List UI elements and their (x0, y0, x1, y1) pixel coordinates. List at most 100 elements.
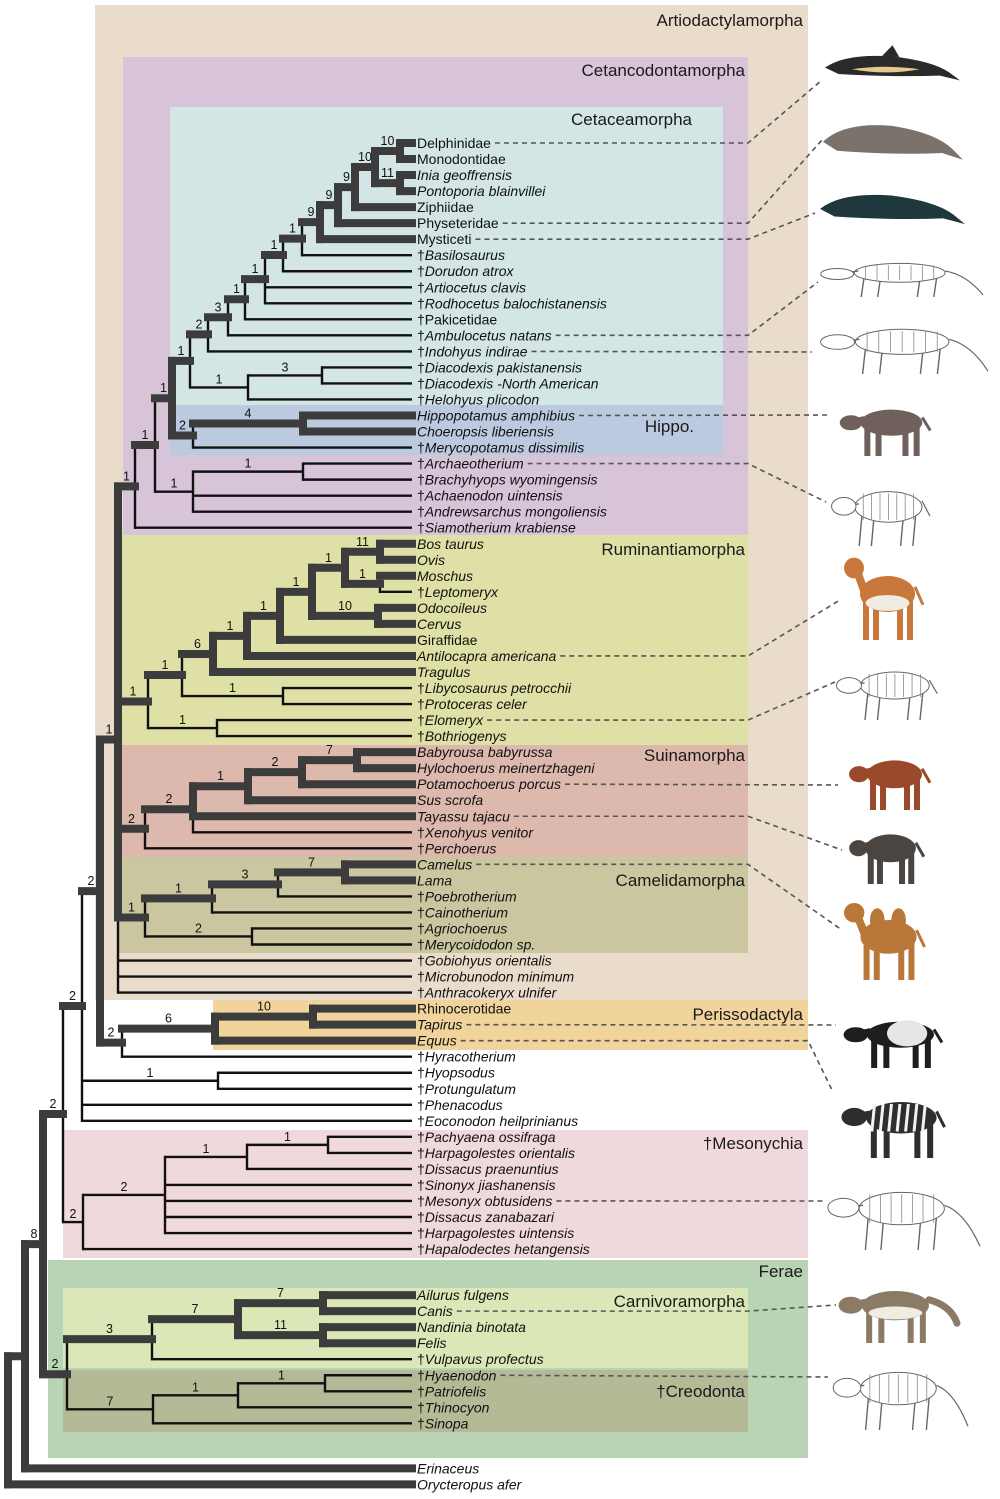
support-value: 1 (179, 713, 186, 727)
taxon-label-rhinocerotidae: Rhinocerotidae (417, 1001, 511, 1017)
support-value: 1 (359, 567, 366, 581)
support-value: 10 (381, 134, 395, 148)
support-value: 7 (192, 1302, 199, 1316)
support-value: 7 (107, 1394, 114, 1408)
taxon-label-basilosaurus: †Basilosaurus (417, 247, 505, 263)
taxon-label-camelus: Camelus (417, 856, 472, 872)
taxon-label-physeteridae: Physeteridae (417, 215, 499, 231)
support-value: 1 (203, 1142, 210, 1156)
clade-label-ruminantiamorpha: Ruminantiamorpha (601, 540, 745, 559)
taxon-label-nandinia-binotata: Nandinia binotata (417, 1319, 526, 1335)
clade-label-hippo: Hippo. (645, 417, 694, 436)
support-values: 8222111112311119991010111324111161111111… (31, 134, 395, 1408)
clade-box-mesonychia (63, 1130, 808, 1258)
clade-label-mesonychia: †Mesonychia (703, 1134, 804, 1153)
taxon-label-indohyus-indirae: †Indohyus indirae (417, 343, 528, 359)
taxon-label-odocoileus: Odocoileus (417, 600, 487, 616)
support-value: 2 (121, 1180, 128, 1194)
support-value: 1 (216, 372, 223, 386)
animal-illustrations (820, 45, 989, 1431)
support-value: 3 (215, 300, 222, 314)
taxon-label-giraffidae: Giraffidae (417, 632, 478, 648)
support-value: 2 (108, 1026, 115, 1040)
taxon-label-artiocetus-clavis: †Artiocetus clavis (417, 279, 526, 295)
support-value: 2 (88, 874, 95, 888)
support-value: 3 (282, 360, 289, 374)
support-value: 2 (70, 1207, 77, 1221)
taxon-label-lama: Lama (417, 872, 452, 888)
support-value: 9 (326, 188, 333, 202)
leader-line-canis (456, 1304, 837, 1312)
taxon-label-pakicetidae: †Pakicetidae (417, 311, 497, 327)
support-value: 1 (229, 681, 236, 695)
support-value: 11 (356, 535, 369, 549)
clade-label-cetancodontamorpha: Cetancodontamorpha (581, 61, 745, 80)
taxon-label-merycopotamus-dissimilis: †Merycopotamus dissimilis (417, 440, 584, 456)
taxon-label-dissacus-praenuntius: †Dissacus praenuntius (417, 1161, 559, 1177)
support-value: 1 (142, 428, 149, 442)
clade-label-artiodactylamorpha: Artiodactylamorpha (657, 11, 804, 30)
pronghorn-illustration (844, 557, 925, 640)
support-value: 6 (165, 1012, 172, 1026)
support-value: 6 (194, 637, 201, 651)
clade-boxes (48, 5, 808, 1458)
camel-illustration (844, 903, 926, 980)
support-value: 2 (272, 755, 279, 769)
support-value: 1 (175, 881, 182, 895)
support-value: 2 (179, 419, 186, 433)
taxon-label-diacodexis-pakistanensis: †Diacodexis pakistanensis (417, 359, 582, 375)
support-value: 1 (293, 575, 300, 589)
clade-label-perissodactyla: Perissodactyla (692, 1005, 803, 1024)
taxon-label-protungulatum: †Protungulatum (417, 1081, 516, 1097)
leader-line-tayassu-tajacu (513, 815, 843, 851)
support-value: 1 (325, 551, 332, 565)
taxon-label-sinopa: †Sinopa (417, 1415, 469, 1431)
taxon-label-rodhocetus-balochistanensis: †Rodhocetus balochistanensis (417, 295, 607, 311)
support-value: 1 (162, 658, 169, 672)
clade-label-camelidamorpha: Camelidamorpha (616, 871, 746, 890)
taxon-label-hyopsodus: †Hyopsodus (417, 1065, 495, 1081)
taxon-label-canis: Canis (417, 1303, 453, 1319)
leader-line-delphinidae (494, 79, 823, 144)
coyote-illustration (838, 1291, 961, 1343)
support-value: 1 (106, 722, 113, 736)
support-value: 1 (160, 381, 167, 395)
taxon-label-andrewsarchus-mongoliensis: †Andrewsarchus mongoliensis (417, 504, 607, 520)
ambulocetus-skeleton-illustration (820, 262, 984, 298)
taxon-label-hylochoerus-meinertzhageni: Hylochoerus meinertzhageni (417, 760, 595, 776)
taxon-label-pachyaena-ossifraga: †Pachyaena ossifraga (417, 1129, 556, 1145)
taxon-label-moschus: Moschus (417, 568, 473, 584)
taxon-label-harpagolestes-uintensis: †Harpagolestes uintensis (417, 1225, 574, 1241)
taxon-label-archaeotherium: †Archaeotherium (417, 456, 524, 472)
taxon-label-cainotherium: †Cainotherium (417, 904, 508, 920)
support-value: 4 (245, 407, 252, 421)
clade-label-cetaceamorpha: Cetaceamorpha (571, 110, 693, 129)
taxon-label-pontoporia-blainvillei: Pontoporia blainvillei (417, 183, 546, 199)
clade-label-ferae: Ferae (759, 1262, 803, 1281)
support-value: 10 (358, 150, 372, 164)
taxon-label-gobiohyus-orientalis: †Gobiohyus orientalis (417, 953, 552, 969)
taxon-label-cervus: Cervus (417, 616, 461, 632)
taxon-label-ambulocetus-natans: †Ambulocetus natans (417, 327, 552, 343)
taxon-label-mesonyx-obtusidens: †Mesonyx obtusidens (417, 1193, 552, 1209)
mesonyx-skeleton-illustration (827, 1191, 981, 1251)
support-value: 1 (284, 1130, 291, 1144)
support-value: 1 (192, 1380, 199, 1394)
support-value: 1 (128, 900, 135, 914)
taxon-label-sinonyx-jiashanensis: †Sinonyx jiashanensis (417, 1177, 556, 1193)
taxon-label-xenohyus-venitor: †Xenohyus venitor (417, 824, 534, 840)
taxon-label-diacodexis-north-american: †Diacodexis -North American (417, 375, 599, 391)
taxon-label-orycteropus-afer: Orycteropus afer (417, 1476, 523, 1492)
taxon-label-choeropsis-liberiensis: Choeropsis liberiensis (417, 424, 554, 440)
elomeryx-skeleton-illustration (836, 671, 938, 721)
leader-line-camelus (476, 863, 843, 931)
leader-line-hippopotamus-amphibius (578, 414, 829, 417)
taxon-label-thinocyon: †Thinocyon (417, 1399, 490, 1415)
taxon-label-hippopotamus-amphibius: Hippopotamus amphibius (417, 408, 575, 424)
leader-line-indohyus-indirae (531, 350, 813, 353)
support-value: 1 (245, 457, 252, 471)
taxon-label-sus-scrofa: Sus scrofa (417, 792, 483, 808)
leader-line-physeteridae (502, 139, 823, 224)
dolphin-illustration (825, 45, 960, 81)
taxon-label-vulpavus-profectus: †Vulpavus profectus (417, 1351, 544, 1367)
